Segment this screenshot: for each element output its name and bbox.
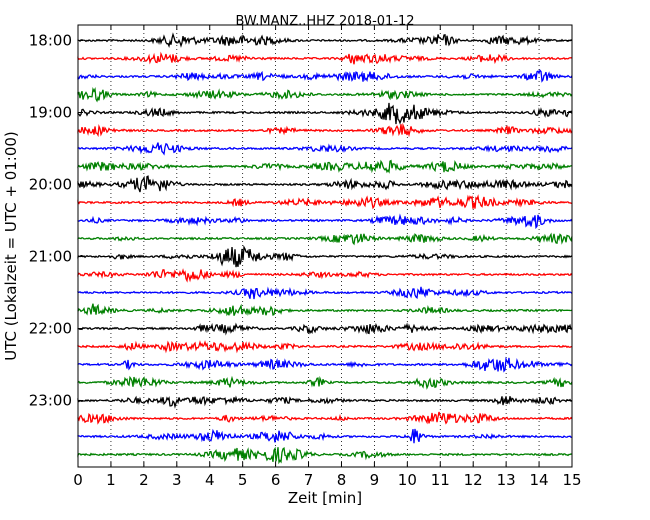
trace-16 (77, 303, 573, 317)
y-tick-label: 20:00 (29, 176, 72, 194)
y-tick-label: 23:00 (29, 392, 72, 410)
chart-title: BW.MANZ..HHZ 2018-01-12 (235, 14, 414, 29)
x-tick-label: 1 (106, 471, 116, 489)
trace-13 (77, 244, 573, 268)
trace-15 (77, 286, 573, 300)
trace-9 (77, 175, 573, 193)
trace-21 (77, 395, 573, 409)
trace-22 (77, 411, 573, 425)
y-ticks: 18:00 19:00 20:00 21:00 22:00 23:00 (29, 32, 572, 410)
trace-23 (77, 428, 573, 444)
trace-5 (77, 102, 573, 125)
x-tick-label: 0 (73, 471, 83, 489)
x-tick-label: 4 (205, 471, 215, 489)
y-tick-label: 21:00 (29, 248, 72, 266)
trace-17 (77, 322, 573, 336)
trace-10 (77, 194, 573, 210)
x-tick-label: 10 (398, 471, 417, 489)
y-tick-label: 22:00 (29, 320, 72, 338)
x-tick-label: 7 (304, 471, 314, 489)
trace-3 (77, 69, 573, 83)
y-tick-label: 18:00 (29, 32, 72, 50)
plot-frame (77, 24, 573, 468)
trace-1 (77, 32, 573, 48)
x-tick-label: 13 (497, 471, 516, 489)
y-axis-label: UTC (Lokalzeit = UTC + 01:00) (2, 131, 20, 361)
x-tick-label: 5 (238, 471, 248, 489)
trace-8 (77, 159, 573, 174)
x-tick-label: 2 (139, 471, 149, 489)
trace-19 (77, 356, 573, 373)
grid-lines (110, 25, 540, 467)
x-ticks: 0 1 2 3 4 5 6 7 8 9 10 11 12 13 14 15 (73, 25, 582, 489)
trace-7 (77, 142, 573, 156)
trace-layer (77, 32, 573, 465)
y-tick-label: 19:00 (29, 104, 72, 122)
x-tick-label: 9 (370, 471, 380, 489)
trace-2 (77, 51, 573, 65)
x-tick-label: 6 (271, 471, 281, 489)
x-tick-label: 11 (431, 471, 450, 489)
x-tick-label: 3 (172, 471, 182, 489)
x-tick-label: 14 (530, 471, 549, 489)
trace-18 (77, 340, 573, 354)
trace-14 (77, 268, 573, 283)
trace-6 (77, 122, 573, 138)
x-tick-label: 8 (337, 471, 347, 489)
trace-12 (77, 232, 573, 246)
x-tick-label: 15 (562, 471, 581, 489)
x-axis-label: Zeit [min] (288, 489, 362, 507)
trace-11 (77, 213, 573, 230)
x-tick-label: 12 (464, 471, 483, 489)
trace-24 (77, 446, 573, 465)
trace-20 (77, 375, 573, 390)
trace-4 (77, 86, 573, 103)
